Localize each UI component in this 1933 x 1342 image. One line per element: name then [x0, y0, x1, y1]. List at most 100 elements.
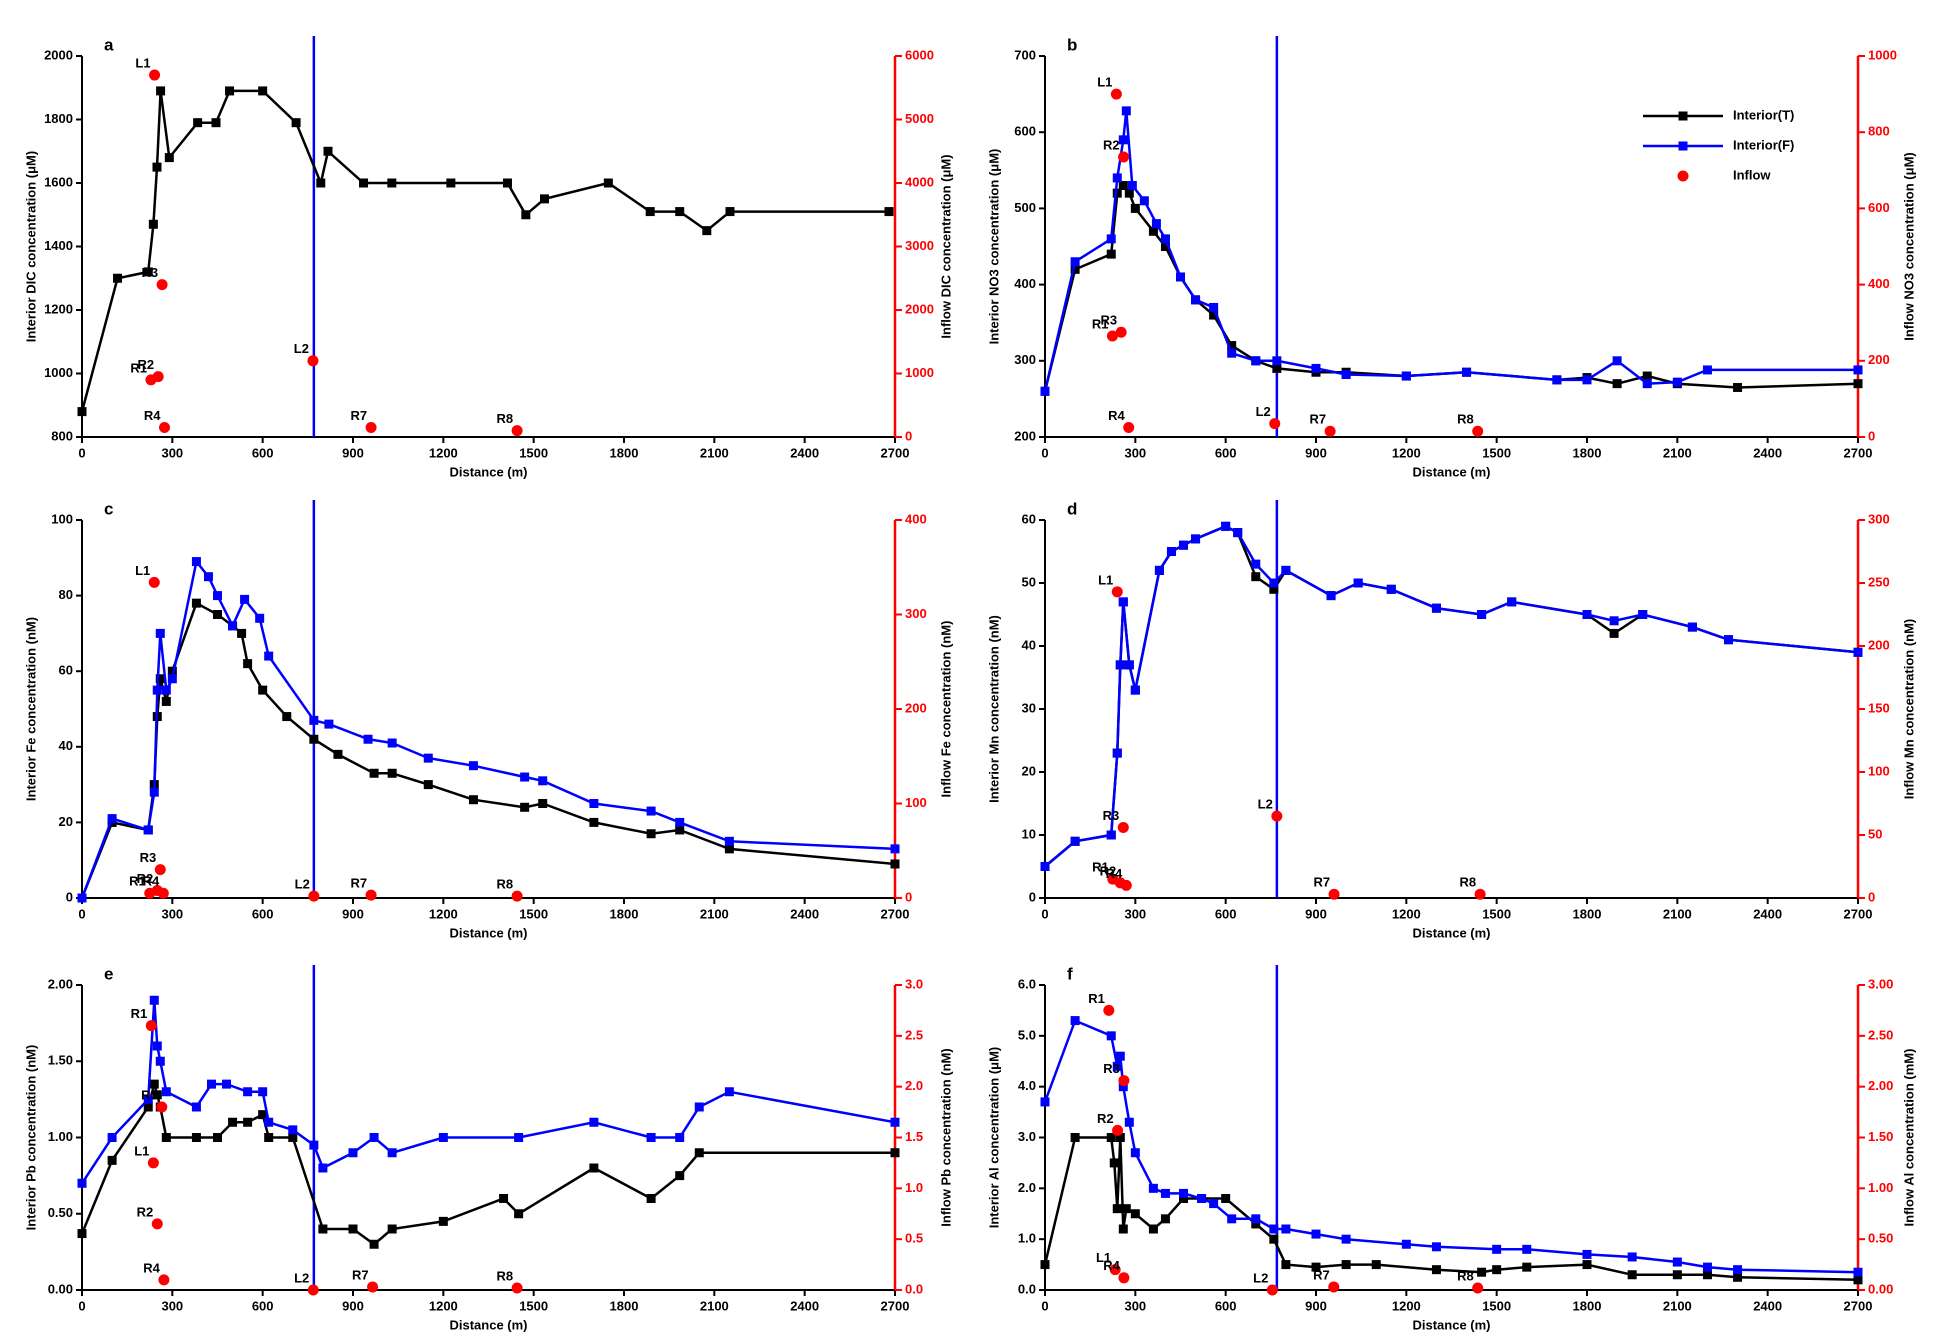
x-tick-label: 2700 [881, 906, 910, 921]
series-marker [1130, 1209, 1140, 1219]
series-marker [1733, 1265, 1743, 1275]
y2-tick-label: 200 [905, 700, 927, 715]
series-marker [359, 178, 369, 188]
inflow-point [1123, 421, 1135, 433]
series-marker [113, 273, 123, 283]
inflow-point [365, 421, 377, 433]
series-marker [1733, 1272, 1743, 1282]
x-tick-label: 2700 [1844, 906, 1873, 921]
x-tick-label: 600 [1215, 906, 1237, 921]
series-marker [77, 1178, 87, 1188]
series-marker [291, 118, 301, 128]
series-marker [288, 1125, 298, 1135]
point-label: R7 [1313, 1267, 1330, 1282]
series-marker [164, 153, 174, 163]
point-label: R4 [1103, 1258, 1120, 1273]
series-marker [724, 1087, 734, 1097]
inflow-point [1269, 418, 1281, 430]
series-marker [156, 86, 166, 96]
series-marker [309, 1140, 319, 1150]
series-marker [1612, 379, 1622, 389]
x-tick-label: 1500 [1482, 1298, 1511, 1313]
series-marker [1070, 836, 1080, 846]
inflow-point [149, 69, 161, 81]
x-tick-label: 2700 [1844, 1298, 1873, 1313]
series-marker [1115, 660, 1125, 670]
series-marker [149, 995, 159, 1005]
series-marker [589, 817, 599, 827]
series-marker [149, 1079, 159, 1089]
x-tick-label: 0 [78, 906, 85, 921]
series-marker [1112, 173, 1122, 183]
series-marker [143, 1102, 153, 1112]
series-marker [203, 572, 213, 582]
series-marker [1209, 302, 1219, 312]
point-label: L2 [1253, 1270, 1268, 1285]
series-line [1043, 1018, 1859, 1274]
panel-letter: a [104, 35, 114, 54]
series-marker [258, 685, 268, 695]
x-tick-label: 2400 [790, 906, 819, 921]
series-marker [1341, 370, 1351, 380]
x-tick-label: 900 [342, 445, 364, 460]
series-marker [155, 1056, 165, 1066]
series-marker [1853, 1275, 1863, 1285]
series-marker [1582, 1249, 1592, 1259]
series-marker [1431, 603, 1441, 613]
series-marker [1492, 1265, 1502, 1275]
series-marker [1326, 591, 1336, 601]
y2-tick-label: 0 [905, 428, 912, 443]
series-marker [1492, 1244, 1502, 1254]
inflow-point [308, 890, 320, 902]
inflow-point [145, 1020, 157, 1032]
series-marker [521, 210, 531, 220]
series-marker [1609, 628, 1619, 638]
series-marker [193, 118, 203, 128]
y-tick-label: 0.50 [48, 1205, 73, 1220]
series-marker [1281, 565, 1291, 575]
inflow-point [1472, 425, 1484, 437]
x-tick-label: 0 [1041, 906, 1048, 921]
series-marker [387, 768, 397, 778]
y2-tick-label: 400 [905, 511, 927, 526]
x-tick-label: 600 [252, 445, 274, 460]
series-marker [1118, 597, 1128, 607]
series-marker [1112, 1061, 1122, 1071]
series-marker [1401, 1239, 1411, 1249]
series-marker [324, 719, 334, 729]
legend-swatch [1678, 111, 1688, 121]
y-tick-label: 20 [59, 814, 73, 829]
inflow-point [1266, 1284, 1278, 1296]
series-marker [1106, 234, 1116, 244]
legend-label: Inflow [1733, 167, 1771, 182]
series-marker [724, 836, 734, 846]
series-marker [538, 776, 548, 786]
series-marker [1070, 264, 1080, 274]
series-marker [1176, 272, 1185, 282]
x-tick-label: 300 [161, 445, 183, 460]
series-marker [1269, 1224, 1279, 1234]
series-marker [264, 651, 274, 661]
series-marker [1552, 375, 1562, 385]
legend-label: Interior(T) [1733, 107, 1794, 122]
inflow-point [1271, 810, 1283, 822]
series-marker [423, 780, 433, 790]
y-tick-label: 5.0 [1018, 1027, 1036, 1042]
y-tick-label: 400 [1014, 276, 1036, 291]
series-marker [1227, 1214, 1237, 1224]
series-marker [1191, 534, 1201, 544]
series-marker [309, 715, 319, 725]
x-tick-label: 1200 [1392, 1298, 1421, 1313]
y-tick-label: 80 [59, 587, 73, 602]
series-marker [1118, 135, 1128, 145]
x-tick-label: 1200 [1392, 445, 1421, 460]
x-tick-label: 900 [342, 1298, 364, 1313]
series-marker [1371, 1260, 1381, 1270]
x-tick-label: 2100 [700, 1298, 729, 1313]
inflow-point [1117, 821, 1129, 833]
series-marker [77, 1229, 87, 1239]
series-marker [1179, 1194, 1189, 1203]
inflow-point [152, 371, 164, 383]
point-label: L2 [294, 341, 309, 356]
series-marker [1272, 356, 1282, 366]
